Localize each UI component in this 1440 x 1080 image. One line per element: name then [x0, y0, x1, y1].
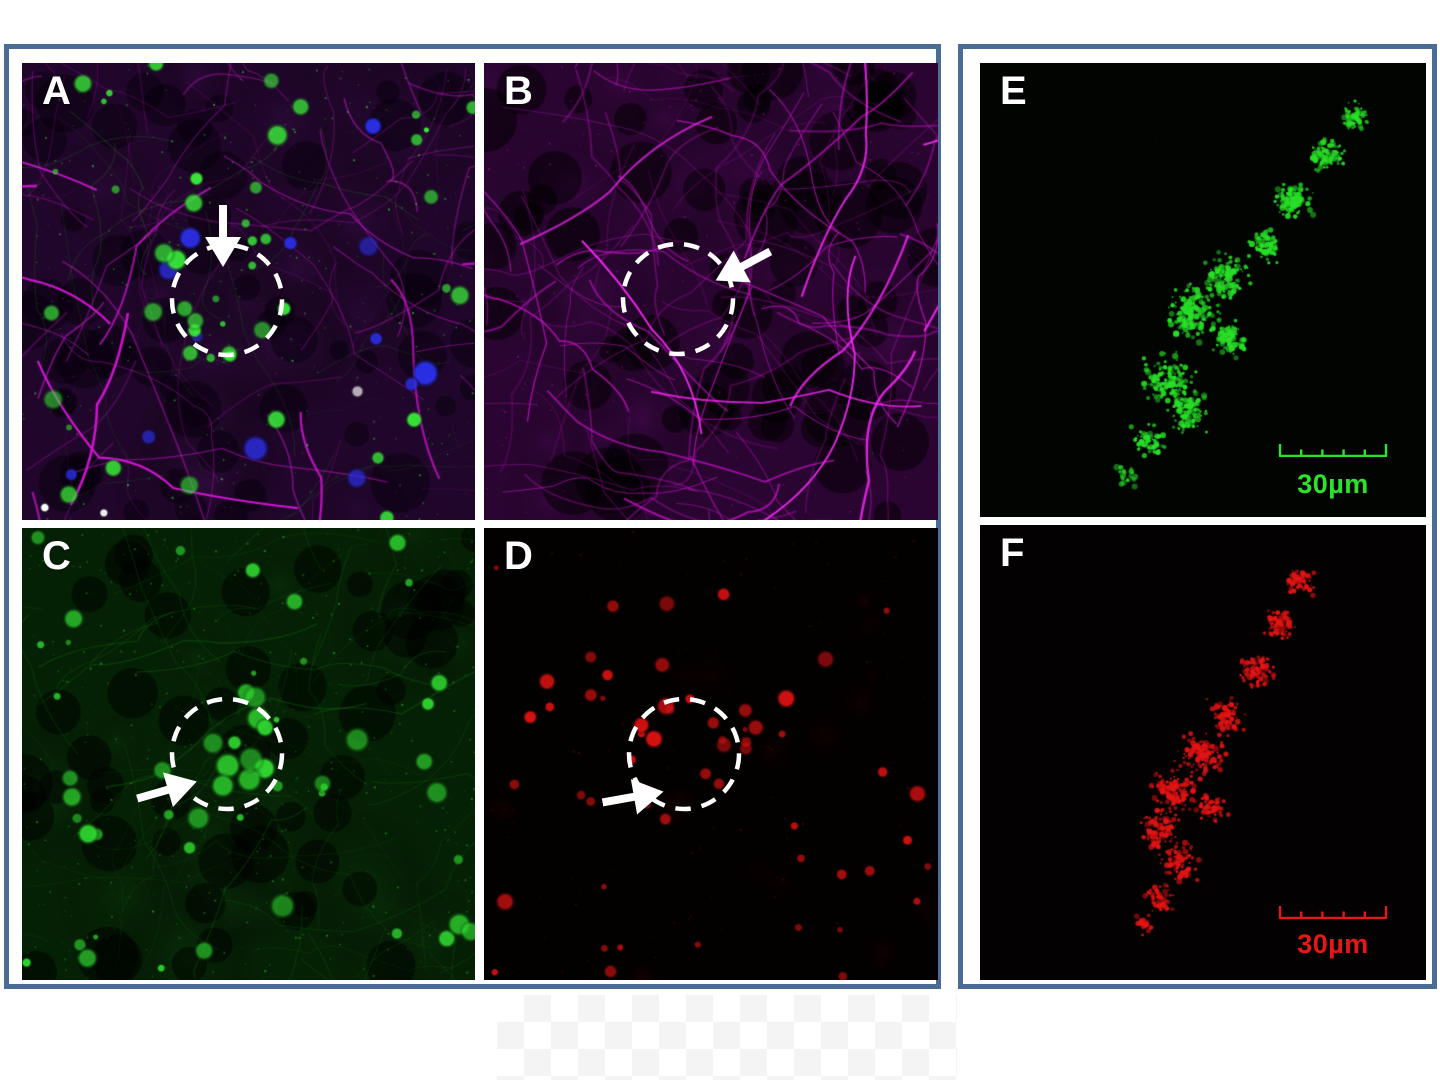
- micrograph-image-a: [22, 63, 475, 520]
- panel-label: A: [42, 69, 71, 113]
- micrograph-image-d: [484, 528, 938, 980]
- micrograph-panel-d: D: [484, 528, 938, 980]
- micrograph-panel-e: 30µm E: [980, 63, 1426, 517]
- panel-group-right-frame: 30µm E 30µm F: [958, 44, 1437, 989]
- scale-bar-label: 30µm: [1297, 469, 1369, 499]
- micrograph-panel-b: B: [484, 63, 938, 520]
- panel-label: F: [1000, 531, 1025, 575]
- micrograph-panel-f: 30µm F: [980, 525, 1426, 980]
- micrograph-image-b: [484, 63, 938, 520]
- micrograph-image-c: [22, 528, 475, 980]
- micrograph-panel-c: C: [22, 528, 475, 980]
- micrograph-image-e: [980, 63, 1426, 517]
- scale-bar-label: 30µm: [1297, 929, 1369, 959]
- panel-label: D: [504, 534, 533, 578]
- micrograph-panel-a: A: [22, 63, 475, 520]
- panel-group-left-frame: A B C: [4, 44, 941, 989]
- panel-label: C: [42, 534, 71, 578]
- transparency-checker-artifact: [497, 995, 957, 1080]
- panel-label: B: [504, 69, 533, 113]
- panel-label: E: [1000, 69, 1027, 113]
- micrograph-image-f: [980, 525, 1426, 980]
